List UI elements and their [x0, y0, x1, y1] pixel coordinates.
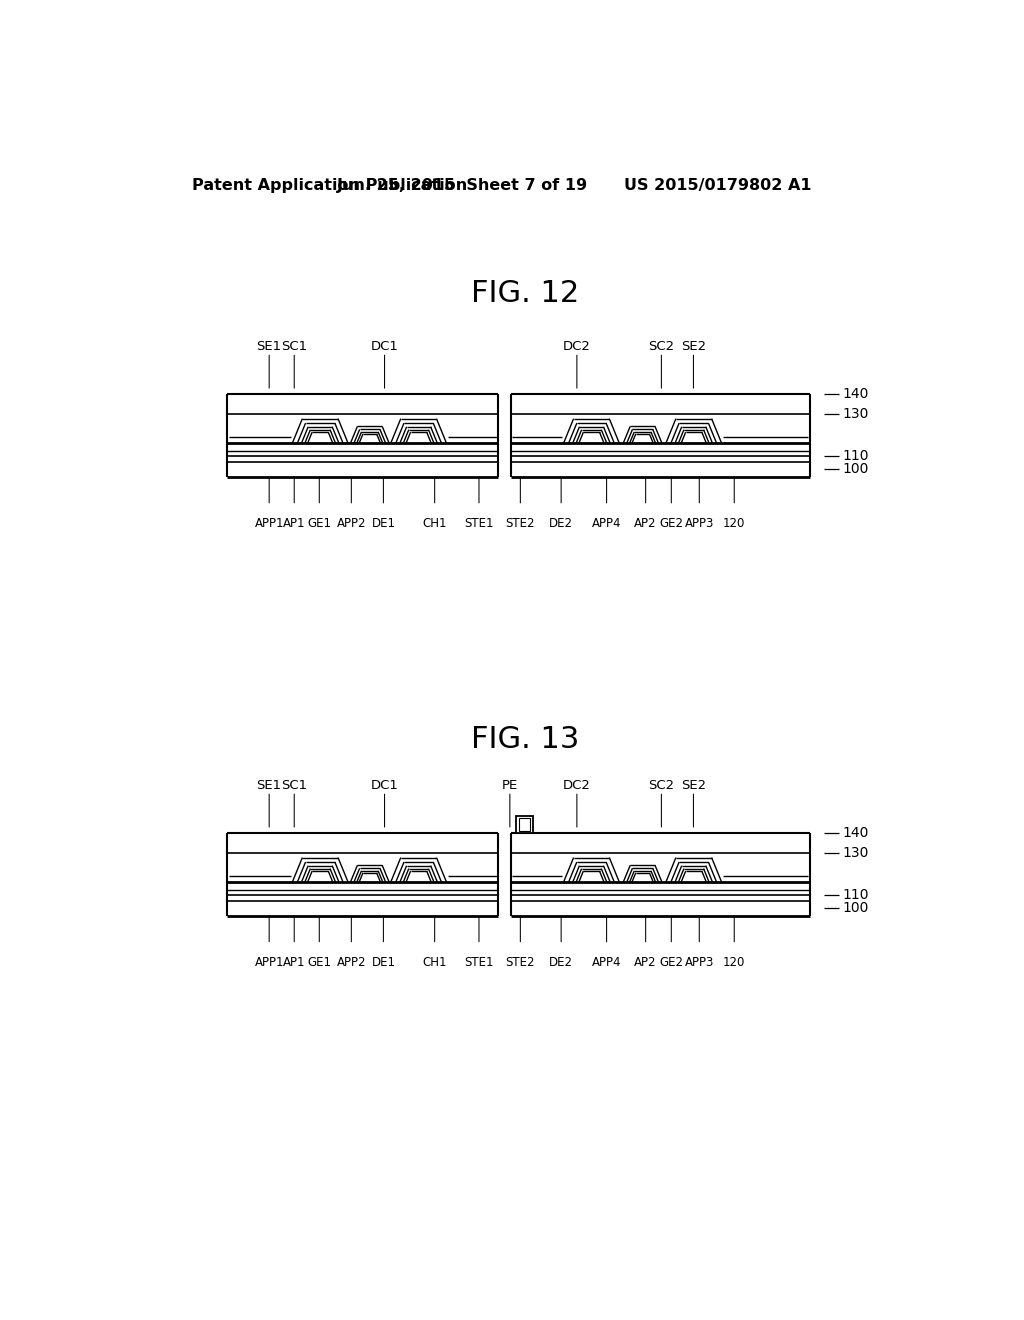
Text: SC1: SC1: [282, 779, 307, 792]
Text: 110: 110: [843, 887, 869, 902]
Text: GE2: GE2: [659, 517, 683, 531]
FancyBboxPatch shape: [519, 817, 530, 832]
Text: DE2: DE2: [549, 517, 573, 531]
Text: 140: 140: [843, 387, 869, 401]
Text: SE1: SE1: [257, 779, 282, 792]
Text: DC2: DC2: [563, 779, 591, 792]
Text: APP3: APP3: [685, 956, 714, 969]
Text: Jun. 25, 2015  Sheet 7 of 19: Jun. 25, 2015 Sheet 7 of 19: [337, 178, 589, 193]
Text: AP1: AP1: [283, 956, 305, 969]
Text: STE2: STE2: [506, 517, 536, 531]
Text: 110: 110: [843, 449, 869, 462]
Text: DC2: DC2: [563, 339, 591, 352]
Text: 130: 130: [843, 407, 869, 421]
Text: CH1: CH1: [423, 956, 446, 969]
Text: FIG. 13: FIG. 13: [471, 725, 579, 754]
Text: SE1: SE1: [257, 339, 282, 352]
Text: DE1: DE1: [372, 517, 395, 531]
Text: AP1: AP1: [283, 517, 305, 531]
Text: DC1: DC1: [371, 339, 398, 352]
Text: DE2: DE2: [549, 956, 573, 969]
Text: SE2: SE2: [681, 779, 706, 792]
Text: FIG. 12: FIG. 12: [471, 279, 579, 308]
Text: 130: 130: [843, 846, 869, 859]
Text: 120: 120: [723, 956, 745, 969]
Text: SC2: SC2: [648, 339, 675, 352]
Text: GE2: GE2: [659, 956, 683, 969]
Text: AP2: AP2: [635, 956, 657, 969]
Text: 100: 100: [843, 462, 869, 477]
Text: APP2: APP2: [337, 517, 367, 531]
Text: AP2: AP2: [635, 517, 657, 531]
Text: APP1: APP1: [254, 517, 284, 531]
Text: 100: 100: [843, 902, 869, 915]
Text: APP4: APP4: [592, 956, 622, 969]
Text: 120: 120: [723, 517, 745, 531]
Text: APP4: APP4: [592, 517, 622, 531]
Text: SC1: SC1: [282, 339, 307, 352]
Text: PE: PE: [502, 779, 518, 792]
Text: DE1: DE1: [372, 956, 395, 969]
Text: STE2: STE2: [506, 956, 536, 969]
Text: CH1: CH1: [423, 517, 446, 531]
Text: SC2: SC2: [648, 779, 675, 792]
Text: SE2: SE2: [681, 339, 706, 352]
FancyBboxPatch shape: [516, 816, 534, 833]
Text: APP3: APP3: [685, 517, 714, 531]
Text: APP1: APP1: [254, 956, 284, 969]
Text: APP2: APP2: [337, 956, 367, 969]
Text: US 2015/0179802 A1: US 2015/0179802 A1: [624, 178, 811, 193]
Text: GE1: GE1: [307, 517, 332, 531]
Text: STE1: STE1: [464, 517, 494, 531]
Text: GE1: GE1: [307, 956, 332, 969]
Text: STE1: STE1: [464, 956, 494, 969]
Text: Patent Application Publication: Patent Application Publication: [191, 178, 467, 193]
Text: 140: 140: [843, 826, 869, 840]
Text: DC1: DC1: [371, 779, 398, 792]
